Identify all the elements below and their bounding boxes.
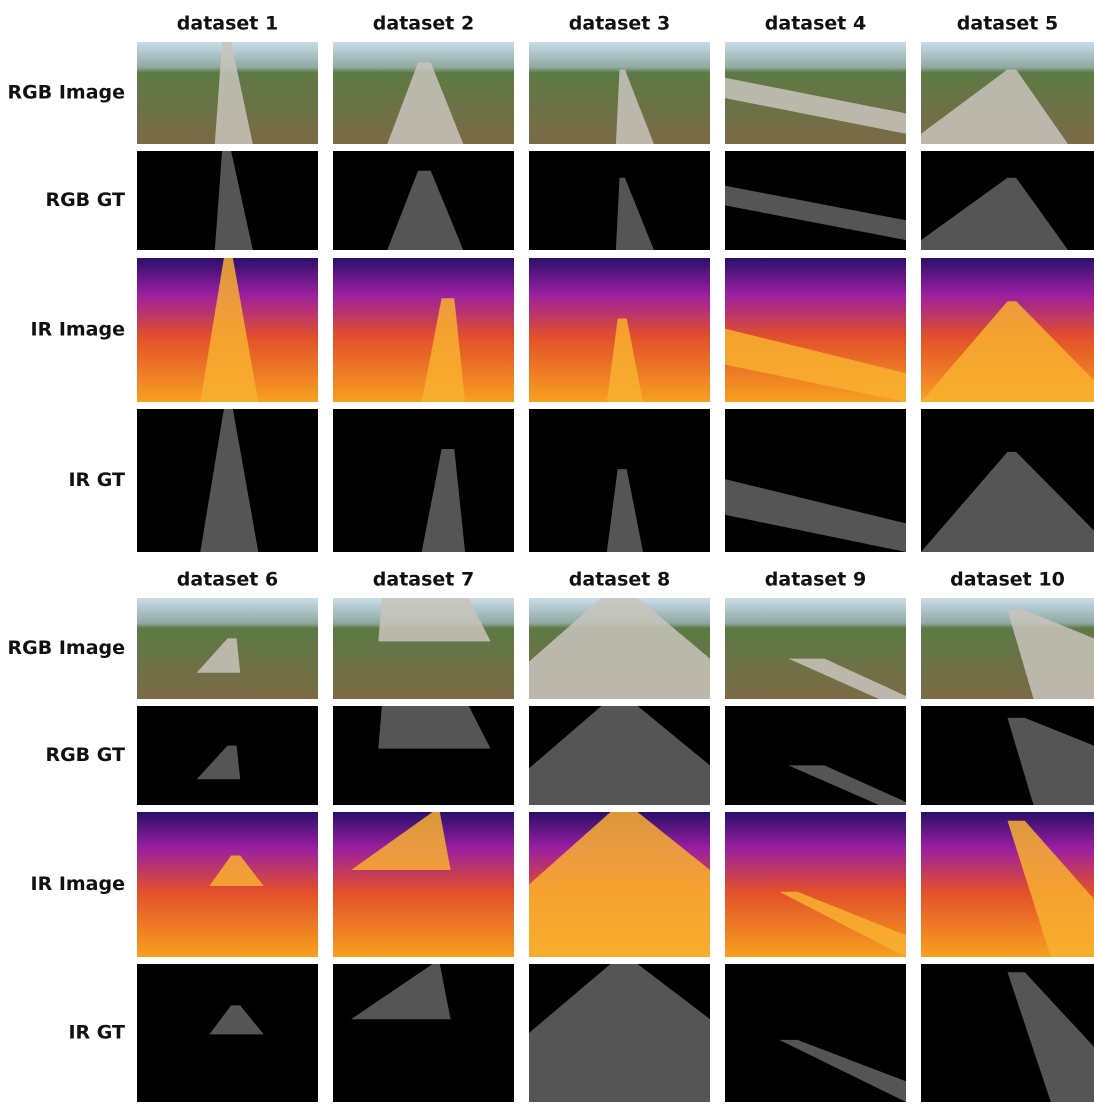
dataset-title: dataset 6 <box>177 569 278 591</box>
dataset-title: dataset 8 <box>569 569 670 591</box>
figure: RGB Image RGB GT IR Image IR GT dataset 1 dat… <box>0 0 1094 1102</box>
dataset-title: dataset 4 <box>765 13 866 35</box>
row-label: RGB Image <box>8 637 126 659</box>
dataset-title: dataset 1 <box>177 13 278 35</box>
dataset-title: dataset 2 <box>373 13 474 35</box>
row-label: RGB Image <box>8 82 126 104</box>
ir-image <box>333 258 514 402</box>
row-label: IR GT <box>68 469 125 491</box>
dataset-title: dataset 5 <box>957 13 1058 35</box>
dataset-title: dataset 7 <box>373 569 474 591</box>
row-label: RGB GT <box>45 189 125 211</box>
dataset-title: dataset 10 <box>950 569 1065 591</box>
gt-mask <box>333 409 514 552</box>
row-label: IR Image <box>31 873 126 895</box>
dataset-title: dataset 9 <box>765 569 866 591</box>
row-label: IR Image <box>31 319 126 341</box>
row-label: IR GT <box>68 1022 125 1044</box>
dataset-title: dataset 3 <box>569 13 670 35</box>
row-label: RGB GT <box>45 744 125 766</box>
